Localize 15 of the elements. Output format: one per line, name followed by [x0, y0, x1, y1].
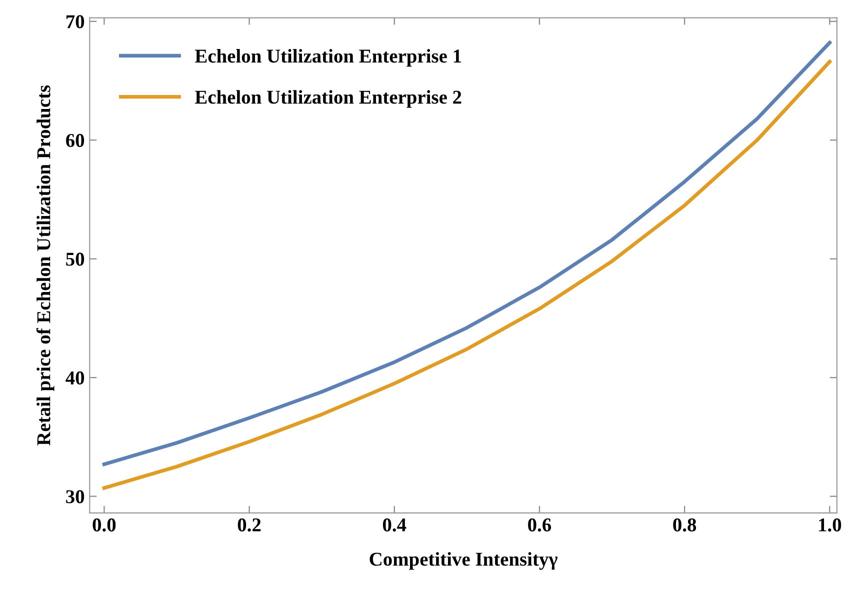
- y-tick-label: 50: [66, 252, 84, 266]
- legend-label: Echelon Utilization Enterprise 1: [195, 49, 462, 67]
- x-tick-label: 0.4: [382, 518, 406, 532]
- x-tick-label: 0.8: [673, 518, 696, 532]
- y-tick-label: 40: [66, 371, 84, 385]
- x-tick-label: 0.6: [528, 518, 552, 532]
- x-tick-label: 1.0: [819, 518, 842, 532]
- y-tick-label: 60: [66, 134, 84, 148]
- y-tick-label: 70: [66, 15, 84, 28]
- legend-label: Echelon Utilization Enterprise 2: [195, 90, 462, 108]
- x-tick-label: 0.0: [92, 518, 116, 532]
- y-tick-label: 30: [66, 490, 84, 504]
- y-axis-title: Retail price of Echelon Utilization Products: [36, 85, 54, 446]
- x-axis-title: Competitive Intensityγ: [370, 552, 558, 570]
- x-tick-label: 0.2: [238, 518, 261, 532]
